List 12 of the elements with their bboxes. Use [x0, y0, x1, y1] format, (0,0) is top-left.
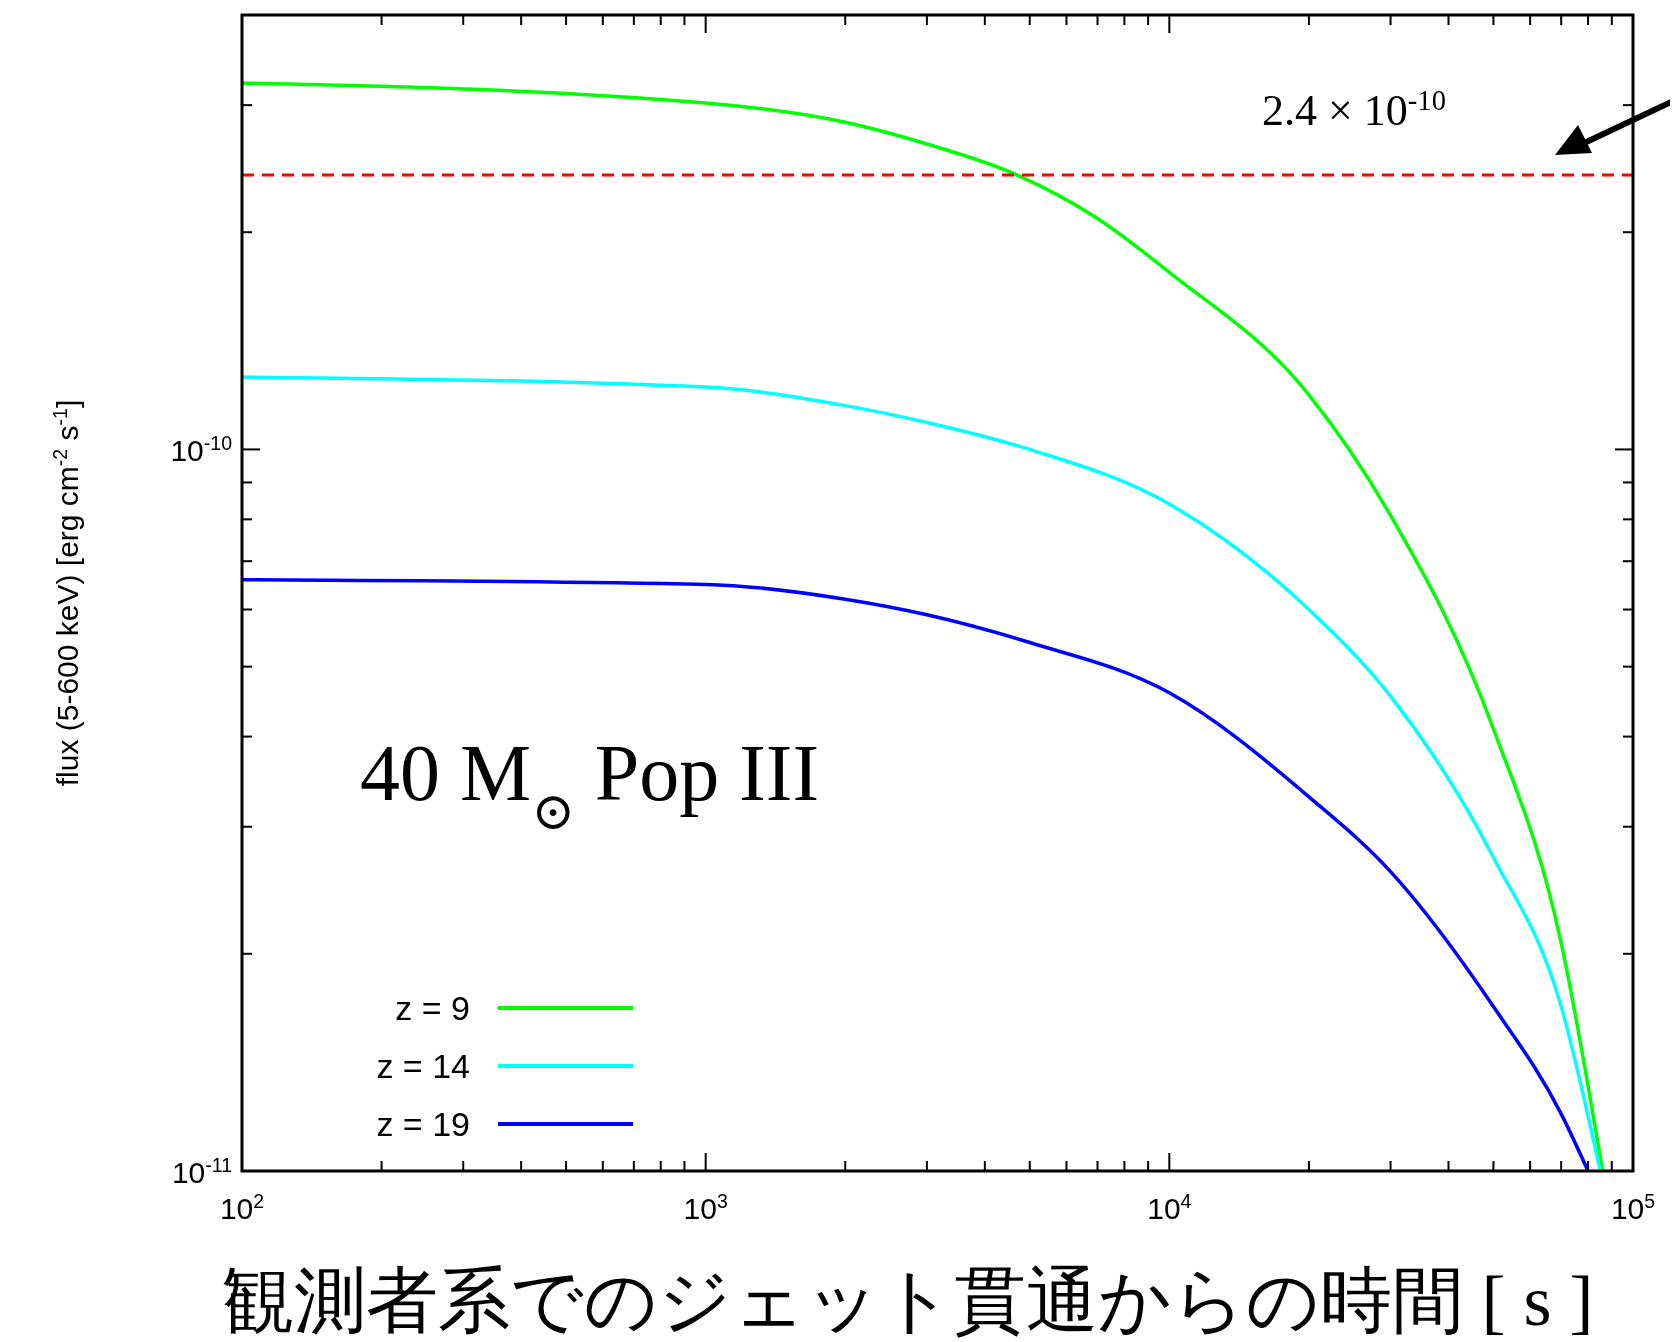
x-tick-label: 10$^{2}$ [219, 1190, 265, 1225]
ref-line-label: 2.4 × 10$^{-10}$ [1262, 84, 1446, 136]
y-tick-label: 10$^{-11}$ [171, 1154, 232, 1189]
y-tick-label: 10$^{-10}$ [170, 432, 233, 468]
legend-label: z = 14 [376, 1047, 470, 1085]
x-axis-title: 観測者系でのジェット貫通からの時間 [ s ] [221, 1261, 1594, 1341]
x-tick-label: 10$^{4}$ [1147, 1190, 1192, 1225]
annotation: 40 M$_{⊙}$ Pop III [360, 729, 820, 840]
x-tick-label: 10$^{3}$ [683, 1190, 728, 1225]
legend-label: z = 19 [376, 1105, 470, 1143]
x-tick-label: 10$^{5}$ [1610, 1190, 1656, 1225]
legend-label: z = 9 [395, 989, 470, 1027]
